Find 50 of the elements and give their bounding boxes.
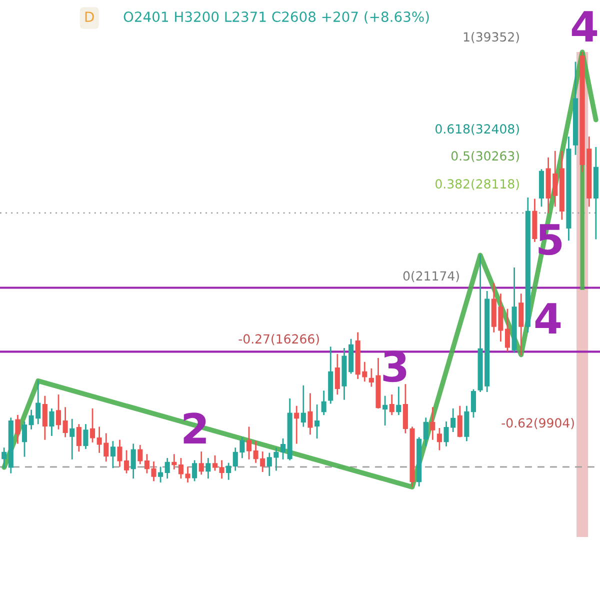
candlestick xyxy=(300,385,306,427)
candlestick xyxy=(130,444,136,479)
candlestick xyxy=(158,466,164,482)
text: O2401 H3200 L2371 C2608 +207 (+8.63%) xyxy=(124,11,429,24)
candlestick xyxy=(308,393,313,435)
candlestick xyxy=(430,407,436,440)
annotation: 4 xyxy=(535,303,561,334)
annotation: -0.27(16266) xyxy=(238,334,319,346)
candlestick xyxy=(382,396,388,426)
candlestick xyxy=(457,406,462,438)
candlestick xyxy=(62,407,68,438)
candlestick xyxy=(70,418,75,460)
text: 4 xyxy=(572,11,598,42)
candlestick xyxy=(206,458,211,479)
candlestick xyxy=(110,441,116,468)
candlestick xyxy=(280,438,286,460)
candlestick xyxy=(83,424,88,449)
candlestick xyxy=(76,424,82,452)
candlestick xyxy=(518,294,524,356)
candlestick xyxy=(164,458,170,479)
candlestick xyxy=(226,462,232,480)
annotation: 0.382(28118) xyxy=(436,178,519,190)
candlestick xyxy=(2,448,7,468)
candlestick xyxy=(334,354,340,395)
annotation: 0.618(32408) xyxy=(436,124,519,136)
candlestick xyxy=(22,421,28,457)
candlestick xyxy=(90,408,96,442)
candlestick xyxy=(172,454,177,470)
annotation: 0.5(30263) xyxy=(451,150,519,162)
candlestick xyxy=(436,428,442,450)
candlestick xyxy=(15,414,20,444)
candlestick xyxy=(396,386,402,416)
candlestick xyxy=(49,408,54,436)
candlestick xyxy=(294,406,300,444)
text: 1(39352) xyxy=(464,32,519,44)
candlestick xyxy=(321,390,326,416)
annotation: 0(21174) xyxy=(403,270,459,282)
candlestick xyxy=(314,404,320,439)
text: D xyxy=(85,12,94,22)
candlestick xyxy=(389,394,394,416)
candlestick xyxy=(504,308,510,352)
candlestick xyxy=(246,426,252,460)
candlestick xyxy=(192,460,198,482)
candlestick xyxy=(198,452,204,475)
candlestick xyxy=(470,389,476,418)
annotation: -0.62(9904) xyxy=(502,418,574,430)
candlestick xyxy=(423,418,428,446)
candlestick xyxy=(56,394,62,430)
candlestick xyxy=(42,396,48,440)
candlestick xyxy=(138,444,143,464)
